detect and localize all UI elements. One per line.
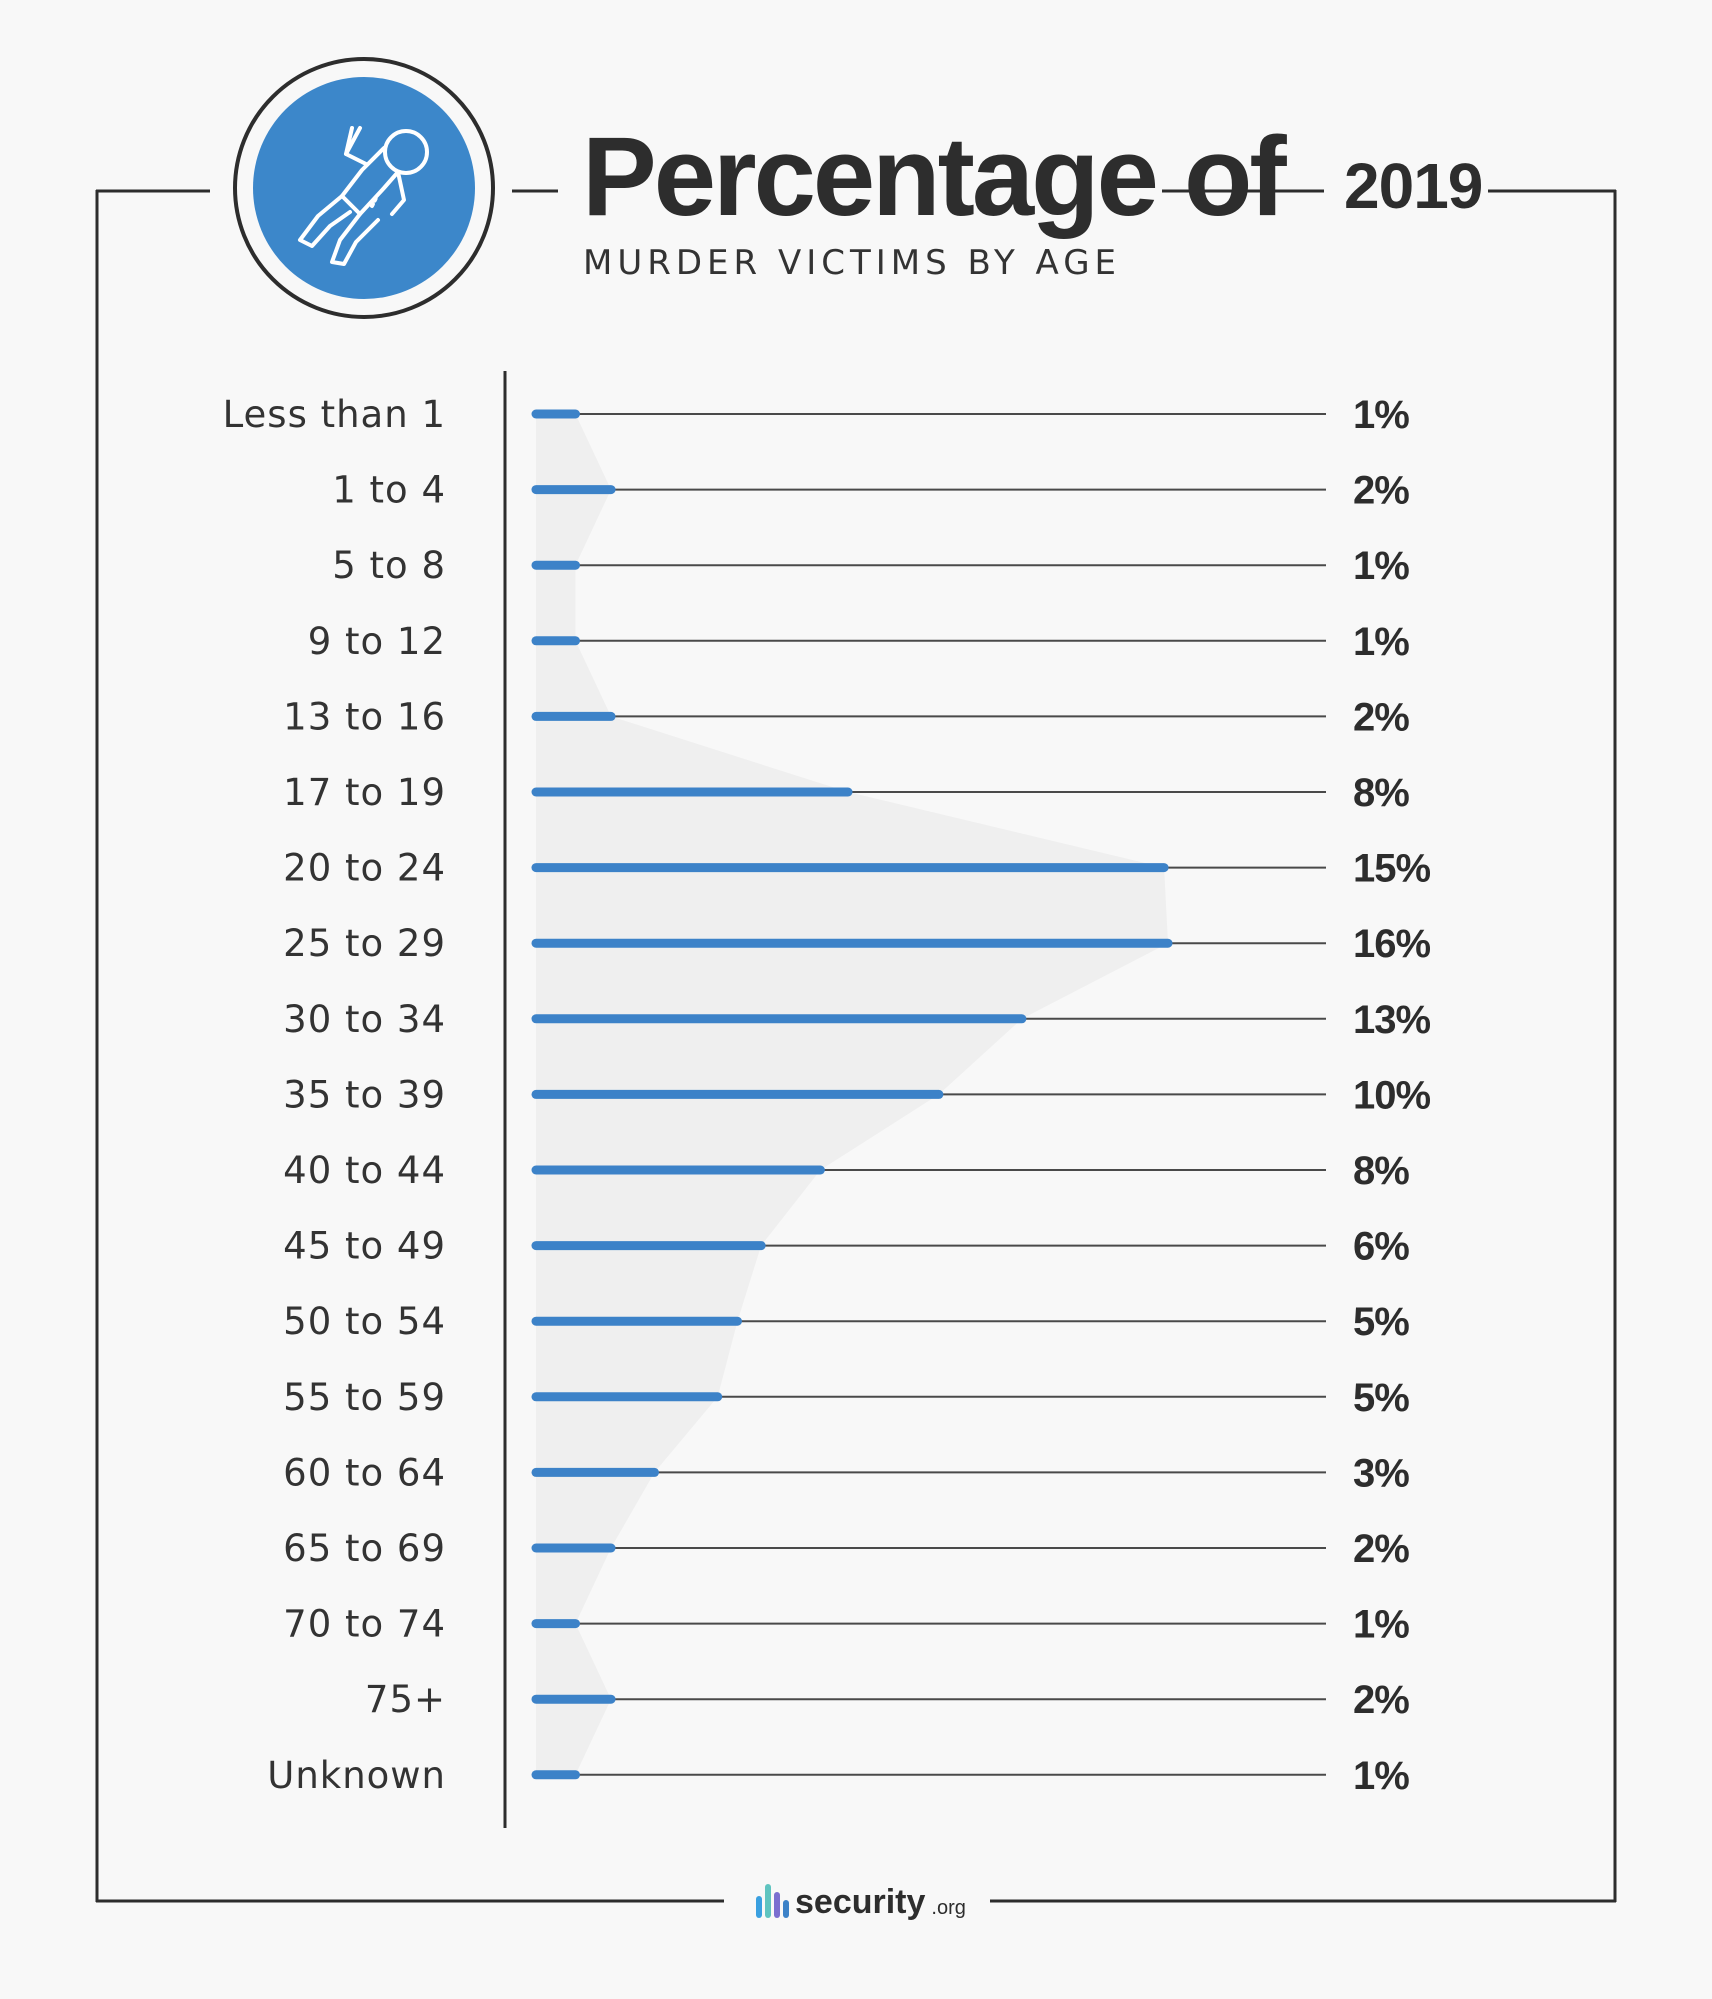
category-label: 9 to 12 [308, 620, 446, 663]
fallen-person-icon [233, 57, 495, 319]
logo-tld: .org [931, 1897, 966, 1919]
value-label: 8% [1353, 1149, 1409, 1193]
value-label: 2% [1353, 1678, 1409, 1722]
category-label: 60 to 64 [283, 1451, 446, 1494]
value-label: 2% [1353, 695, 1409, 739]
category-label: 75+ [365, 1678, 446, 1721]
category-label: 45 to 49 [283, 1225, 446, 1268]
logo-bar [765, 1884, 771, 1918]
category-label: 65 to 69 [283, 1527, 446, 1570]
category-label: Unknown [267, 1754, 446, 1797]
category-label: 40 to 44 [283, 1149, 446, 1192]
logo-bars-icon [756, 1884, 789, 1918]
value-label: 1% [1353, 544, 1409, 588]
value-label: 1% [1353, 1754, 1409, 1798]
category-label: 25 to 29 [283, 922, 446, 965]
category-label: 13 to 16 [283, 695, 446, 738]
value-label: 13% [1353, 998, 1430, 1042]
logo-bar [783, 1900, 789, 1918]
value-label: 5% [1353, 1376, 1409, 1420]
category-label: 50 to 54 [283, 1300, 446, 1343]
category-label: 30 to 34 [283, 998, 446, 1041]
value-label: 3% [1353, 1451, 1409, 1495]
page-subtitle: MURDER VICTIMS BY AGE [583, 243, 1122, 283]
logo-wordmark: security [795, 1883, 926, 1921]
logo-bar [756, 1896, 762, 1918]
value-label: 15% [1353, 847, 1430, 891]
value-label: 1% [1353, 1603, 1409, 1647]
category-label: Less than 1 [223, 393, 446, 436]
category-label: 70 to 74 [283, 1603, 446, 1646]
year-label: 2019 [1344, 150, 1483, 222]
category-label: 20 to 24 [283, 847, 446, 890]
value-label: 10% [1353, 1073, 1430, 1117]
value-label: 16% [1353, 922, 1430, 966]
value-label: 5% [1353, 1300, 1409, 1344]
value-label: 2% [1353, 469, 1409, 513]
value-label: 2% [1353, 1527, 1409, 1571]
category-label: 17 to 19 [283, 771, 446, 814]
category-label: 5 to 8 [332, 544, 446, 587]
category-label: 55 to 59 [283, 1376, 446, 1419]
security-org-logo: security .org [756, 1876, 966, 1922]
logo-bar [774, 1892, 780, 1918]
value-label: 1% [1353, 393, 1409, 437]
value-label: 6% [1353, 1225, 1409, 1269]
category-label: 35 to 39 [283, 1073, 446, 1116]
value-label: 8% [1353, 771, 1409, 815]
value-label: 1% [1353, 620, 1409, 664]
category-label: 1 to 4 [332, 469, 446, 512]
